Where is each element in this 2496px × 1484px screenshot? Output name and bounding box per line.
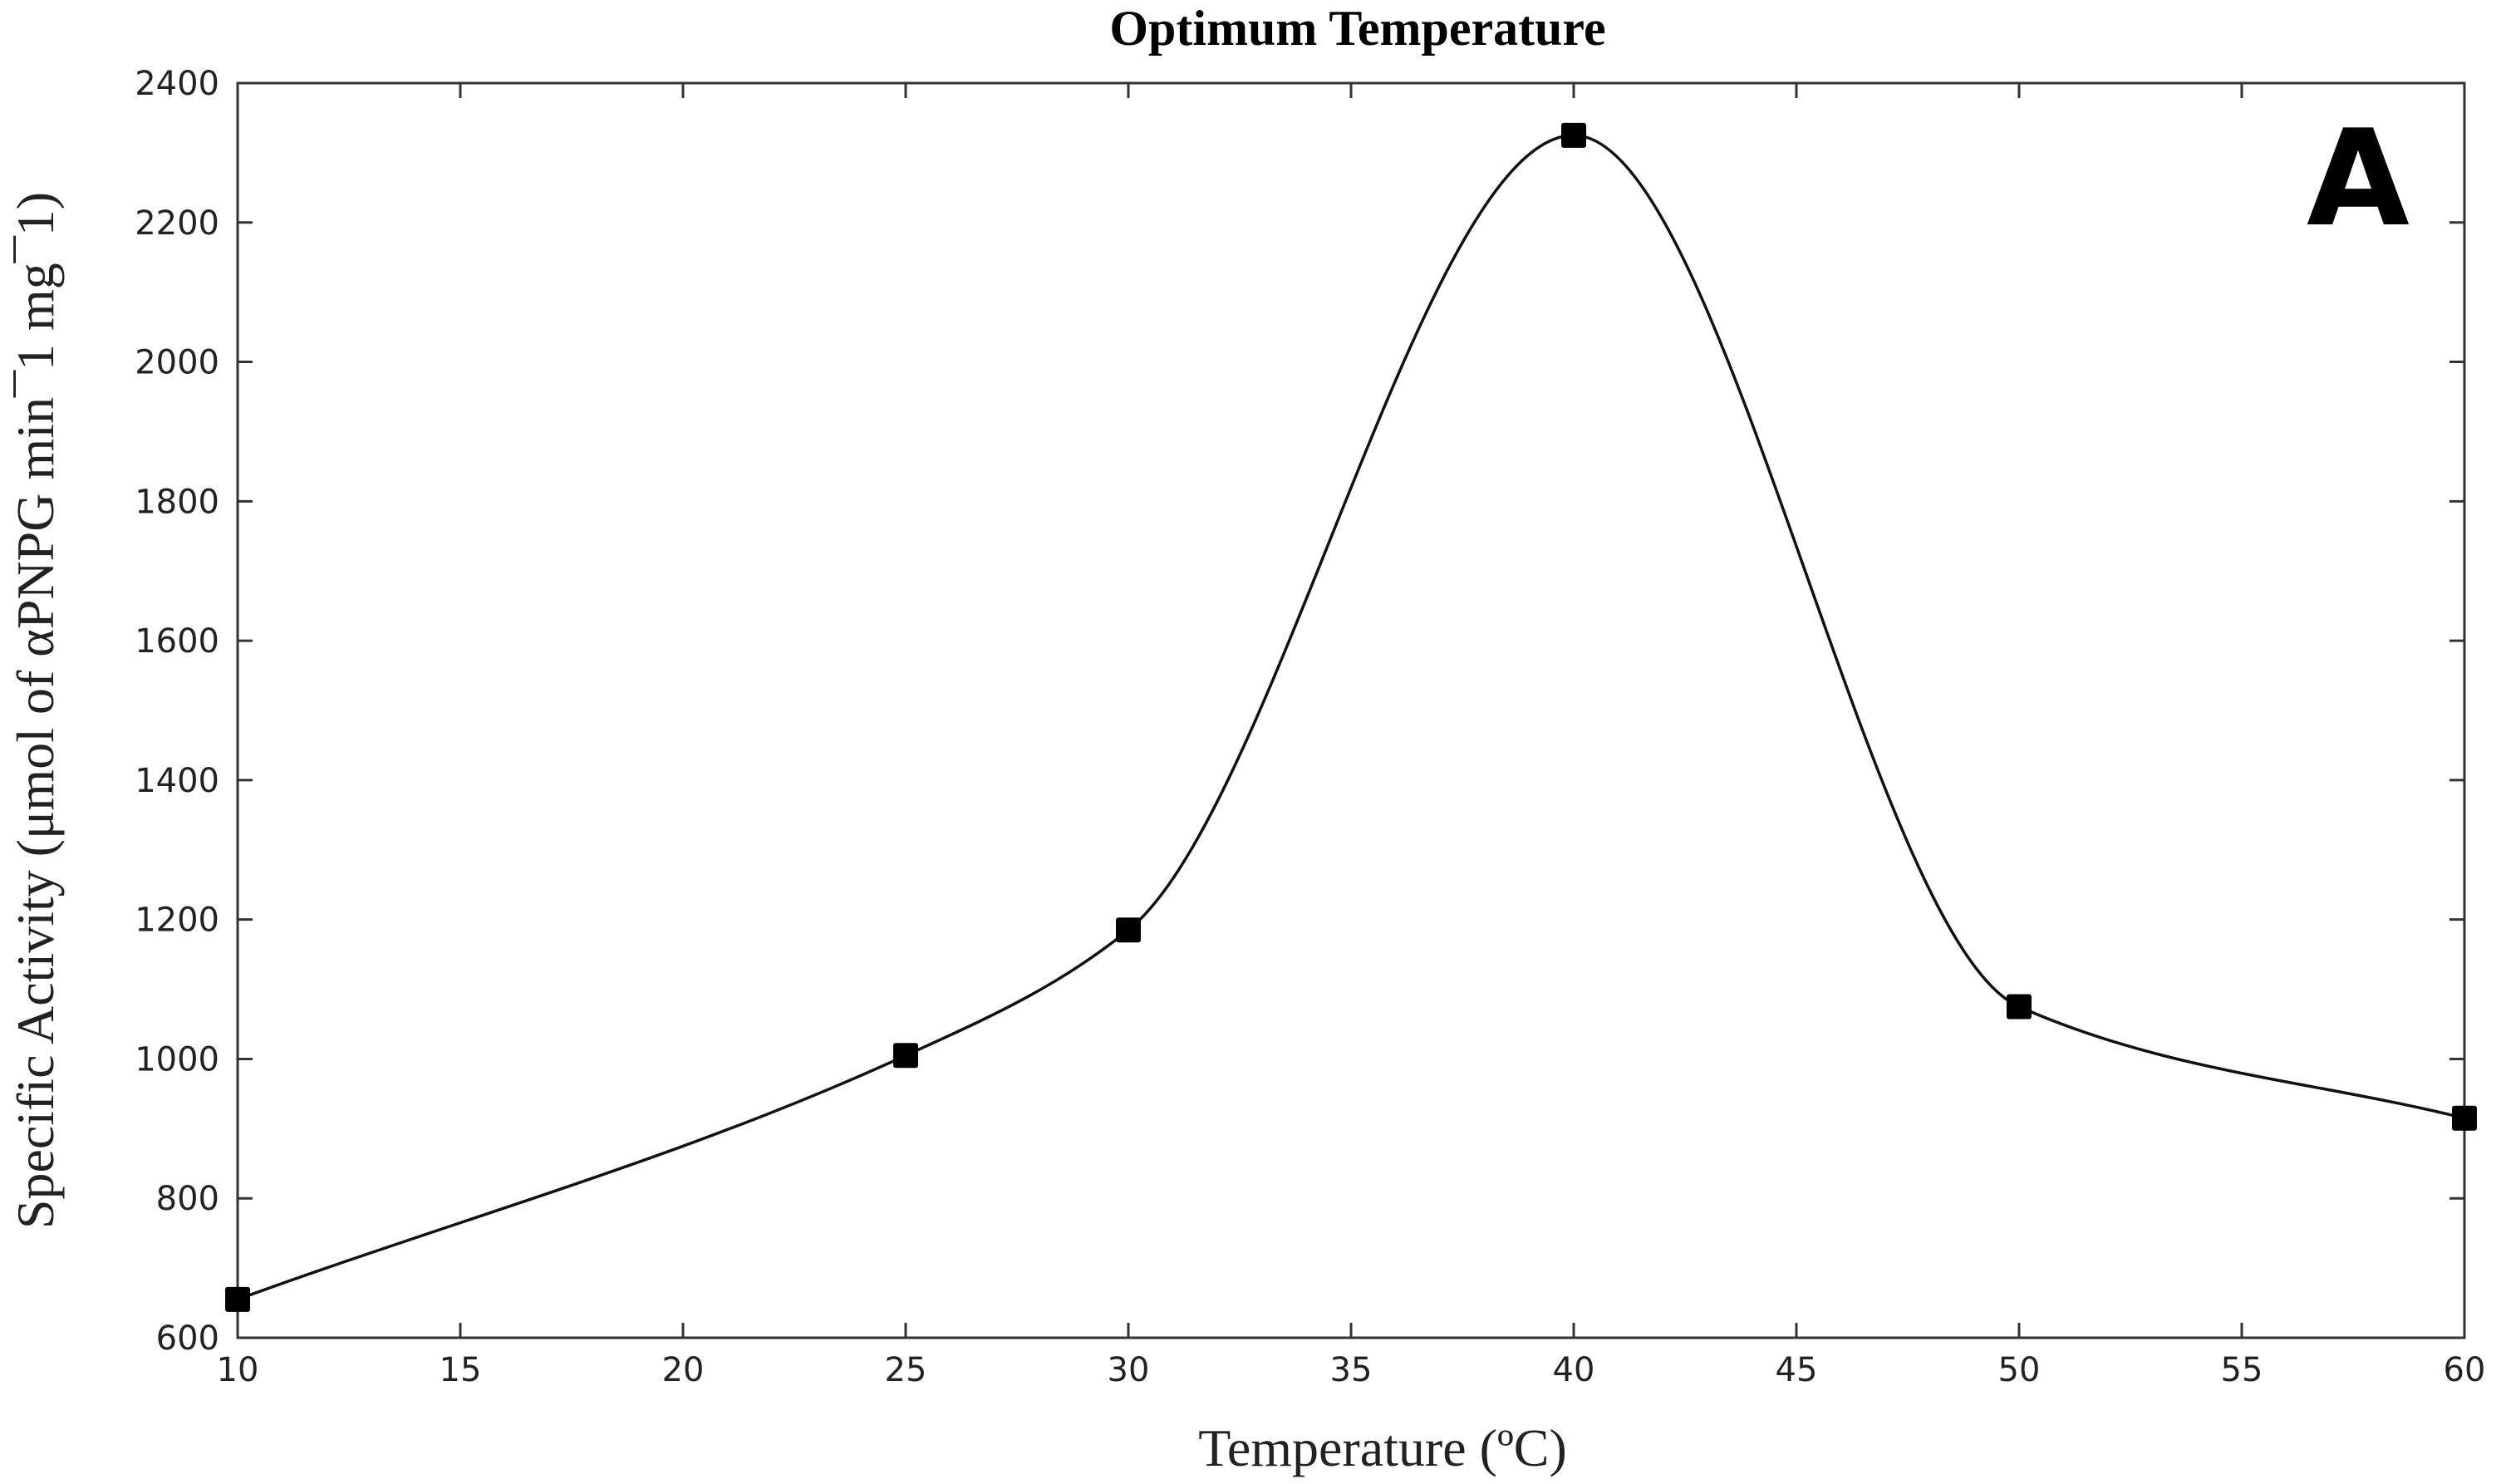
data-point: [2007, 994, 2032, 1020]
data-point: [893, 1043, 918, 1069]
x-tick-label: 60: [2444, 1351, 2486, 1389]
series-markers: [225, 122, 2477, 1312]
y-tick-label: 1400: [135, 762, 219, 800]
x-tick-label: 35: [1330, 1351, 1373, 1389]
x-tick-label: 50: [1998, 1351, 2041, 1389]
y-tick-label: 2400: [135, 65, 219, 103]
x-tick-label: 10: [217, 1351, 259, 1389]
x-tick-label: 55: [2221, 1351, 2263, 1389]
x-tick-label: 45: [1776, 1351, 1818, 1389]
panel-label: A: [2307, 101, 2410, 256]
y-tick-label: 1200: [135, 902, 219, 940]
plot-frame: [236, 81, 2466, 1339]
y-tick-label: 1800: [135, 483, 219, 521]
y-tick-label: 2000: [135, 344, 219, 382]
data-point: [1116, 917, 1141, 943]
data-point: [1561, 122, 1586, 148]
y-tick-label: 1000: [135, 1040, 219, 1079]
x-tick-label: 15: [440, 1351, 482, 1389]
y-axis-label: Specific Activity (μmol of αPNPG min¯1 m…: [6, 192, 65, 1229]
x-tick-label: 40: [1553, 1351, 1595, 1389]
chart-title: Optimum Temperature: [1109, 1, 1605, 56]
x-tick-label: 30: [1108, 1351, 1150, 1389]
x-axis-label: Temperature (ºC): [1198, 1418, 1567, 1477]
x-tick-label: 25: [885, 1351, 927, 1389]
axis-ticks: 10 15 20 25 30 35 40 45 50 55 60 600 800 1000 1200 1400…: [135, 65, 2485, 1389]
y-tick-label: 600: [156, 1319, 219, 1358]
data-point: [2452, 1105, 2477, 1131]
y-tick-label: 2200: [135, 204, 219, 243]
y-tick-label: 1600: [135, 622, 219, 661]
series-curve: [237, 134, 2465, 1301]
y-tick-label: 800: [156, 1180, 219, 1218]
x-tick-label: 20: [662, 1351, 705, 1389]
data-point: [225, 1286, 250, 1312]
